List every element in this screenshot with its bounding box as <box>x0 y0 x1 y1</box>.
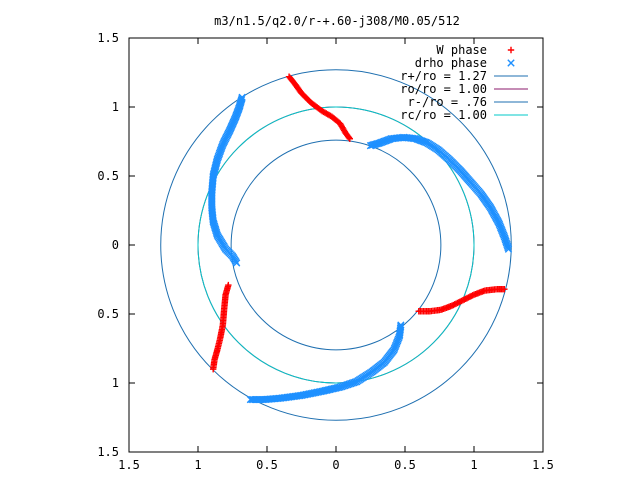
x-tick-label: 0.5 <box>394 458 416 472</box>
drho-phase-point <box>232 259 241 267</box>
x-tick-label: 1 <box>470 458 477 472</box>
legend-label: r+/ro = 1.27 <box>400 69 487 83</box>
legend-label: W phase <box>436 43 487 57</box>
legend-marker <box>507 46 515 54</box>
drho-phase-point <box>246 395 255 404</box>
radius-circle <box>230 139 442 351</box>
y-tick-label: 0.5 <box>97 169 119 183</box>
radius-circle <box>197 106 475 384</box>
legend-marker <box>507 59 515 67</box>
drho-phase-point <box>249 395 258 404</box>
x-tick-label: 1 <box>194 458 201 472</box>
y-tick-label: 1.5 <box>97 445 119 459</box>
w-phase-point <box>346 135 353 142</box>
x-tick-label: 1.5 <box>532 458 554 472</box>
y-tick-label: 0 <box>112 238 119 252</box>
w-phase-point <box>209 366 217 373</box>
legend-label: drho phase <box>415 56 487 70</box>
y-tick-label: 1 <box>112 376 119 390</box>
x-tick-label: 0.5 <box>256 458 278 472</box>
legend-label: rc/ro = 1.00 <box>400 108 487 122</box>
w-phase-point <box>501 285 508 293</box>
y-tick-label: 1 <box>112 100 119 114</box>
chart-title: m3/n1.5/q2.0/r-+.60-j308/M0.05/512 <box>214 14 460 28</box>
legend-label: ro/ro = 1.00 <box>400 82 487 96</box>
drho-phase-point <box>504 243 512 252</box>
drho-phase-point <box>504 245 513 253</box>
y-tick-label: 1.5 <box>97 31 119 45</box>
legend-label: r-/ro = .76 <box>408 95 487 109</box>
w-phase-point <box>345 134 353 141</box>
y-tick-label: 0.5 <box>97 307 119 321</box>
x-tick-label: 1.5 <box>118 458 140 472</box>
x-tick-label: 0 <box>332 458 339 472</box>
drho-phase-point <box>248 395 256 404</box>
